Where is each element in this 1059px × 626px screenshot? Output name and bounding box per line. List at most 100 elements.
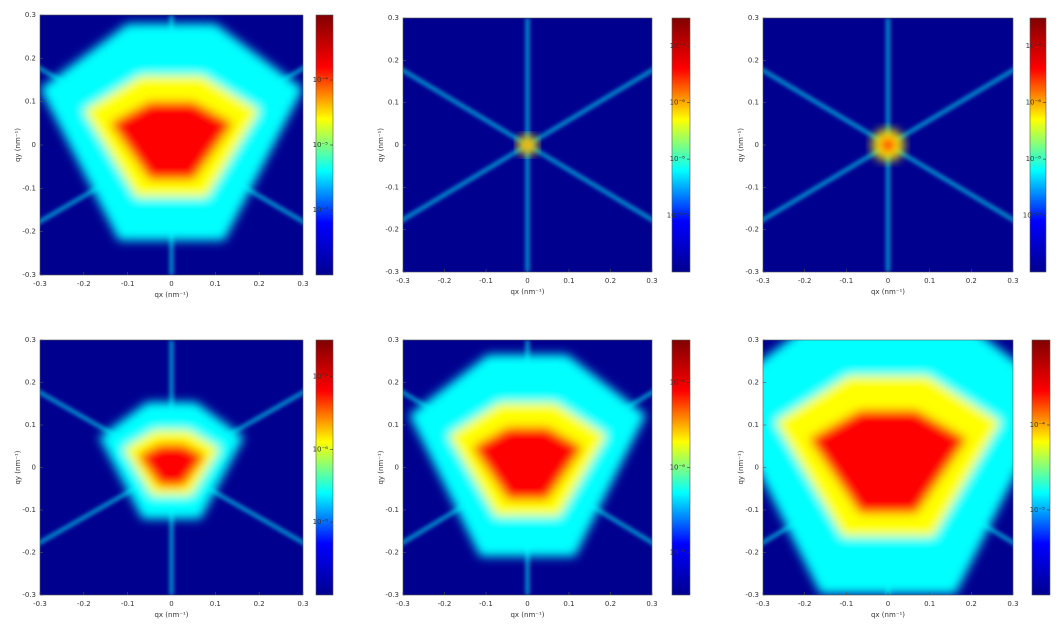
x-tick-label: -0.1 xyxy=(839,600,853,608)
x-axis-label: qx (nm⁻¹) xyxy=(871,288,905,296)
heatmap-intensity xyxy=(99,402,244,519)
x-tick-label: 0.3 xyxy=(1007,600,1018,608)
x-tick-label: 0.2 xyxy=(966,600,977,608)
y-tick-label: -0.1 xyxy=(385,506,399,514)
heatmap-ray xyxy=(763,68,889,147)
y-tick-label: 0 xyxy=(395,464,399,472)
y-tick-label: -0.2 xyxy=(745,226,759,234)
x-tick-label: -0.3 xyxy=(396,277,410,285)
x-tick-label: -0.3 xyxy=(33,280,47,288)
x-tick-label: -0.2 xyxy=(798,600,812,608)
y-tick-label: -0.3 xyxy=(385,591,399,599)
colorbar-tick-label: 10⁻⁸ xyxy=(1026,155,1042,163)
heatmap-panel xyxy=(763,340,1013,595)
x-tick-label: 0.3 xyxy=(646,600,657,608)
y-tick-label: -0.2 xyxy=(22,228,36,236)
x-axis-label: qx (nm⁻¹) xyxy=(154,291,188,299)
y-tick-label: -0.1 xyxy=(22,184,36,192)
x-tick-label: -0.3 xyxy=(756,277,770,285)
x-tick-label: -0.3 xyxy=(396,600,410,608)
heatmap-intensity xyxy=(763,340,1013,594)
x-axis-label: qx (nm⁻¹) xyxy=(871,611,905,619)
y-axis-label: qy (nm⁻¹) xyxy=(737,450,745,484)
heatmap-ray xyxy=(887,143,1013,222)
y-tick-label: 0.3 xyxy=(748,14,759,22)
x-axis-label: qx (nm⁻¹) xyxy=(510,288,544,296)
intensity-region xyxy=(137,444,206,487)
y-tick-label: 0.2 xyxy=(25,379,36,387)
x-tick-label: -0.3 xyxy=(33,600,47,608)
y-tick-label: 0.3 xyxy=(25,336,36,344)
heatmap-ray xyxy=(763,143,889,222)
colorbar-tick-label: 10⁻⁵ xyxy=(1030,506,1046,514)
y-axis-label: qy (nm⁻¹) xyxy=(14,128,22,162)
y-tick-label: 0 xyxy=(32,464,36,472)
y-tick-label: -0.2 xyxy=(385,549,399,557)
y-tick-label: 0.1 xyxy=(748,421,759,429)
colorbar-tick-label: 10⁻¹⁰ xyxy=(667,212,685,220)
x-tick-label: -0.2 xyxy=(77,280,91,288)
x-tick-label: -0.1 xyxy=(479,277,493,285)
y-tick-label: 0 xyxy=(755,464,759,472)
colorbar xyxy=(671,17,691,273)
x-tick-label: 0 xyxy=(525,600,529,608)
colorbar-tick-label: 10⁻⁸ xyxy=(313,518,329,526)
y-tick-label: 0.1 xyxy=(388,421,399,429)
colorbar-tick-label: 10⁻⁵ xyxy=(313,141,329,149)
heatmap-panel xyxy=(403,18,652,272)
y-tick-label: 0.3 xyxy=(388,14,399,22)
y-tick-label: -0.3 xyxy=(22,271,36,279)
x-tick-label: 0 xyxy=(886,600,890,608)
intensity-region xyxy=(110,101,233,180)
y-tick-label: 0.2 xyxy=(25,54,36,62)
intensity-region xyxy=(879,136,897,154)
y-tick-label: 0.2 xyxy=(388,56,399,64)
heatmap-panel xyxy=(403,340,652,595)
x-tick-label: 0.1 xyxy=(924,277,935,285)
colorbar-tick-label: 10⁻⁴ xyxy=(670,42,686,50)
colorbar-tick-label: 10⁻⁶ xyxy=(670,464,686,472)
x-tick-label: 0 xyxy=(169,280,173,288)
y-tick-label: 0.1 xyxy=(25,98,36,106)
colorbar-tick-label: 10⁻⁴ xyxy=(1026,42,1042,50)
colorbar-tick-label: 10⁻⁶ xyxy=(670,99,686,107)
heatmap-panel xyxy=(40,15,303,275)
y-tick-label: 0.1 xyxy=(25,421,36,429)
y-tick-label: -0.2 xyxy=(22,549,36,557)
y-tick-label: -0.2 xyxy=(385,226,399,234)
x-tick-label: 0.3 xyxy=(297,280,308,288)
y-tick-label: 0 xyxy=(755,141,759,149)
y-tick-label: -0.3 xyxy=(22,591,36,599)
y-axis-label: qy (nm⁻¹) xyxy=(377,128,385,162)
y-tick-label: 0.3 xyxy=(388,336,399,344)
x-tick-label: 0.3 xyxy=(297,600,308,608)
y-tick-label: -0.2 xyxy=(745,549,759,557)
y-tick-label: -0.1 xyxy=(22,506,36,514)
y-tick-label: -0.1 xyxy=(745,506,759,514)
y-tick-label: 0.3 xyxy=(25,11,36,19)
y-axis-label: qy (nm⁻¹) xyxy=(14,450,22,484)
x-tick-label: 0.2 xyxy=(966,277,977,285)
heatmap-panel xyxy=(763,18,1013,272)
x-tick-label: 0 xyxy=(525,277,529,285)
colorbar-tick-label: 10⁻⁶ xyxy=(313,206,329,214)
heatmap-panel xyxy=(40,340,303,595)
x-tick-label: 0.3 xyxy=(646,277,657,285)
x-tick-label: 0.3 xyxy=(1007,277,1018,285)
x-tick-label: 0.2 xyxy=(605,600,616,608)
heatmap-intensity xyxy=(40,23,303,241)
x-tick-label: -0.1 xyxy=(121,280,135,288)
x-tick-label: 0.2 xyxy=(605,277,616,285)
x-tick-label: -0.2 xyxy=(438,277,452,285)
x-tick-label: -0.1 xyxy=(479,600,493,608)
y-tick-label: 0.2 xyxy=(388,379,399,387)
y-tick-label: -0.1 xyxy=(745,183,759,191)
x-tick-label: 0.2 xyxy=(254,280,265,288)
y-tick-label: 0 xyxy=(395,141,399,149)
intensity-region xyxy=(522,139,533,151)
colorbar-tick-label: 10⁻⁴ xyxy=(670,379,686,387)
heatmap-ray xyxy=(403,68,529,147)
colorbar xyxy=(1031,339,1051,596)
colorbar-tick-label: 10⁻⁴ xyxy=(313,76,329,84)
